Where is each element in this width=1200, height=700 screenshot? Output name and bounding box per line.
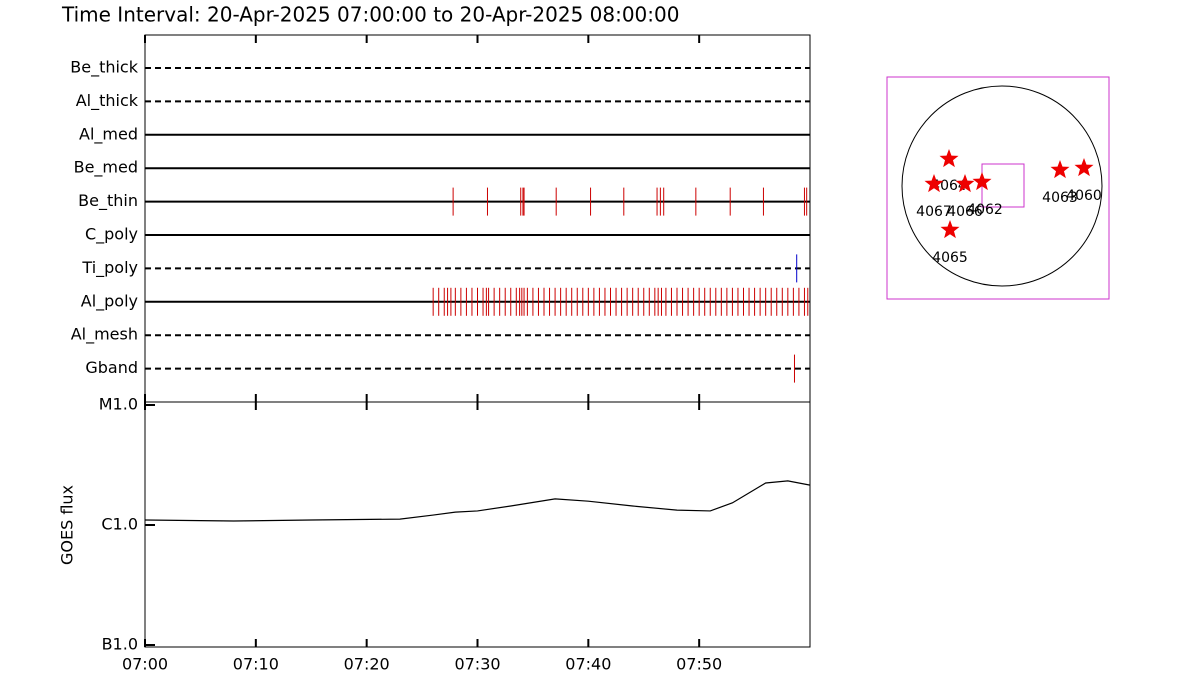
row-label: Al_mesh <box>71 325 138 345</box>
solar-disk <box>901 85 1103 287</box>
region-star <box>940 220 960 239</box>
region-star <box>972 172 992 191</box>
region-star <box>939 149 959 168</box>
row-label: C_poly <box>85 225 138 245</box>
y-tick-label: C1.0 <box>101 515 138 534</box>
x-tick-label: 07:10 <box>233 655 279 674</box>
region-star <box>924 174 944 193</box>
row-label: Be_med <box>74 158 138 178</box>
y-tick-label: B1.0 <box>102 635 138 654</box>
region-label: 4060 <box>1066 188 1102 204</box>
region-label: 4062 <box>967 202 1003 218</box>
region-star <box>1050 160 1070 179</box>
goes-line <box>144 480 811 522</box>
goes-frame <box>144 401 811 648</box>
row-label: Be_thin <box>78 191 138 211</box>
y-tick-label: M1.0 <box>99 395 138 414</box>
y-axis-label: GOES flux <box>58 485 77 565</box>
x-tick-label: 07:20 <box>344 655 390 674</box>
x-tick-label: 07:40 <box>565 655 611 674</box>
chart-title: Time Interval: 20-Apr-2025 07:00:00 to 2… <box>61 3 679 27</box>
region-label: 4066 <box>947 204 983 220</box>
region-label: 4067 <box>916 204 952 220</box>
row-label: Ti_poly <box>81 258 138 278</box>
x-tick-label: 07:50 <box>676 655 722 674</box>
map-frame <box>886 76 1110 300</box>
region-label: 4063 <box>1042 190 1078 206</box>
row-label: Al_thick <box>76 91 139 111</box>
row-label: Be_thick <box>70 58 138 78</box>
row-label: Al_med <box>79 124 138 144</box>
row-label: Gband <box>85 358 138 377</box>
fov-box <box>981 163 1025 208</box>
region-label: 4065 <box>932 250 968 266</box>
region-star <box>1074 158 1094 177</box>
region-star <box>955 174 975 193</box>
x-tick-label: 07:30 <box>454 655 500 674</box>
x-tick-label: 07:00 <box>122 655 168 674</box>
timeline-frame <box>144 34 811 403</box>
row-label: Al_poly <box>81 291 138 311</box>
